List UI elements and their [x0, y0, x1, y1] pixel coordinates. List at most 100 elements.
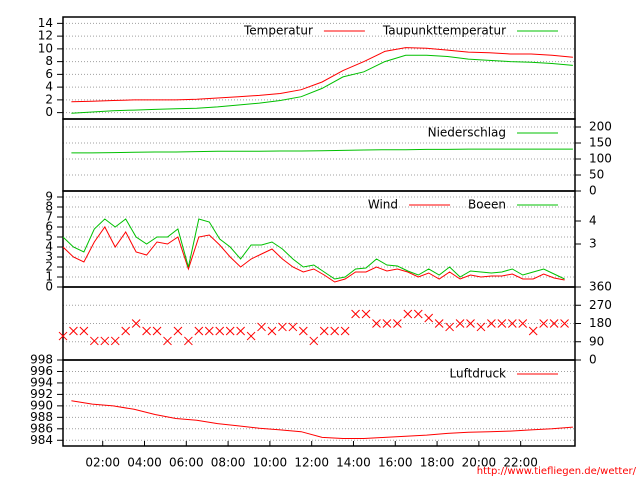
wind-direction-point — [69, 326, 78, 336]
y-tick-label: 6 — [45, 220, 53, 234]
wind-direction-point — [257, 322, 266, 332]
wind-direction-point — [278, 322, 287, 332]
y-tick-label: 0 — [45, 280, 53, 294]
x-tick-label: 14:00 — [336, 456, 371, 470]
wind-direction-point — [497, 319, 507, 328]
y-tick-label: 1 — [45, 270, 53, 284]
y-tick-label: 4 — [45, 80, 53, 94]
y-tick-label: 90 — [589, 334, 604, 348]
y-tick-label: 12 — [38, 29, 53, 43]
wind-direction-point — [100, 336, 110, 346]
wind-direction-point — [382, 319, 392, 328]
wind-direction-point — [184, 336, 193, 346]
wind-direction-point — [455, 319, 465, 328]
y-tick-label: 984 — [30, 433, 53, 447]
wind-direction-point — [288, 322, 298, 332]
wind-direction-point — [152, 326, 162, 336]
x-tick-label: 22:00 — [503, 456, 538, 470]
y-tick-label: 994 — [30, 375, 53, 389]
y-tick-label: 50 — [589, 168, 604, 182]
x-tick-label: 06:00 — [169, 456, 204, 470]
y-tick-label: 8 — [45, 54, 53, 68]
wind-direction-point — [393, 319, 402, 328]
series-line — [71, 400, 573, 439]
wind-direction-point — [434, 319, 444, 328]
x-tick-label: 16:00 — [378, 456, 413, 470]
y-tick-label: 8 — [45, 200, 53, 214]
series-line — [62, 218, 565, 280]
x-tick-label: 08:00 — [211, 456, 246, 470]
x-tick-label: 12:00 — [294, 456, 329, 470]
wind-direction-point — [121, 326, 131, 336]
wind-direction-point — [319, 326, 329, 336]
x-tick-label: 02:00 — [85, 456, 120, 470]
wind-direction-point — [298, 326, 308, 336]
series-line — [71, 47, 573, 103]
wind-direction-point — [560, 319, 569, 328]
legend-label: Taupunkttemperatur — [382, 24, 506, 38]
y-tick-label: 2 — [45, 260, 53, 274]
series-line — [71, 148, 573, 154]
wind-direction-point — [330, 326, 340, 336]
y-tick-label: 2 — [45, 92, 53, 106]
wind-direction-point — [131, 319, 141, 328]
wind-direction-point — [194, 326, 204, 336]
wind-direction-point — [549, 319, 559, 328]
y-tick-label: 10 — [38, 41, 53, 55]
wind-direction-point — [215, 326, 225, 336]
wind-direction-point — [424, 313, 434, 323]
wind-direction-point — [89, 336, 99, 346]
wind-direction-point — [403, 309, 413, 319]
y-tick-label: 7 — [45, 210, 53, 224]
wind-direction-point — [507, 319, 517, 328]
wind-direction-point — [413, 309, 423, 319]
y-tick-label: 200 — [589, 120, 612, 134]
x-tick-label: 04:00 — [127, 456, 162, 470]
y-tick-label: 0 — [589, 184, 597, 198]
wind-direction-point — [340, 326, 350, 336]
y-tick-label: 9 — [45, 190, 53, 204]
y-tick-label: 6 — [45, 67, 53, 81]
x-tick-label: 18:00 — [420, 456, 455, 470]
y-tick-label: 996 — [30, 364, 53, 378]
wind-direction-point — [79, 326, 89, 336]
wind-direction-point — [487, 319, 496, 328]
wind-direction-point — [163, 336, 172, 346]
wind-direction-point — [528, 326, 538, 336]
wind-direction-point — [445, 322, 454, 332]
wind-direction-point — [518, 319, 528, 328]
wind-direction-point — [466, 319, 475, 328]
wind-direction-point — [267, 326, 277, 336]
x-tick-label: 20:00 — [462, 456, 497, 470]
y-tick-label: 988 — [30, 410, 53, 424]
wind-direction-point — [246, 331, 256, 341]
y-tick-label: 5 — [45, 230, 53, 244]
wind-direction-point — [110, 336, 120, 346]
y-tick-label: 990 — [30, 398, 53, 412]
legend-label: Luftdruck — [449, 367, 506, 381]
y-tick-label: 998 — [30, 353, 53, 367]
wind-direction-point — [225, 326, 235, 336]
wind-direction-point — [173, 326, 183, 336]
wind-direction-point — [361, 309, 371, 319]
series-line — [62, 226, 565, 283]
wind-direction-point — [236, 326, 245, 336]
y-tick-label: 0 — [45, 105, 53, 119]
y-tick-label: 14 — [38, 16, 53, 30]
wind-direction-point — [351, 309, 360, 319]
wind-direction-point — [142, 326, 151, 336]
x-tick-label: 10:00 — [253, 456, 288, 470]
y-tick-label: 986 — [30, 421, 53, 435]
y-tick-label: 180 — [589, 316, 612, 330]
wind-direction-point — [372, 319, 381, 328]
wind-direction-point — [58, 331, 68, 341]
y2-tick-label: 3 — [589, 237, 597, 251]
legend-label: Boeen — [468, 198, 506, 212]
series-line — [71, 54, 573, 114]
y-tick-label: 0 — [589, 353, 597, 367]
wind-direction-point — [204, 326, 214, 336]
y2-tick-label: 4 — [589, 214, 597, 228]
legend-label: Wind — [368, 198, 398, 212]
y-tick-label: 360 — [589, 280, 612, 294]
